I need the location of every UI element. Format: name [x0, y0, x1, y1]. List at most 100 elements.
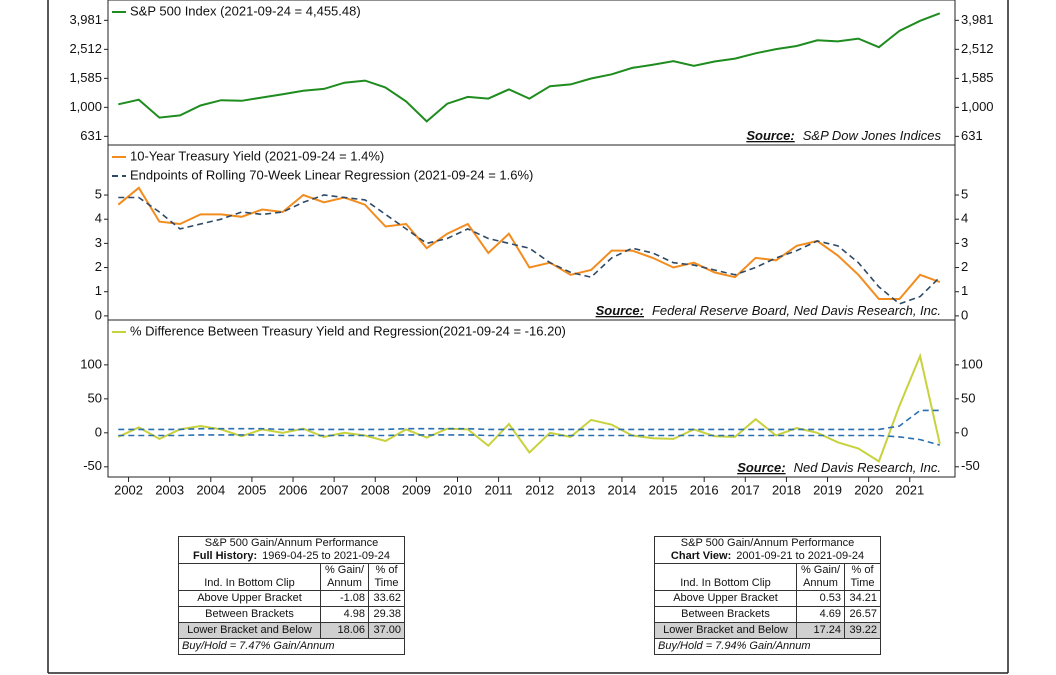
title-text: S&P 500 Gain/Annum Performance: [204, 537, 379, 549]
footer-row: Buy/Hold = 7.94% Gain/Annum: [654, 638, 881, 655]
y-tick-label: 2: [95, 259, 102, 274]
source-label: Source:: [737, 460, 785, 475]
data-row: Lower Bracket and Below 18.06 37.00: [178, 622, 405, 639]
x-tick-label: 2013: [566, 482, 595, 497]
panel-frame: [107, 319, 956, 478]
y2-tick-label: 50: [961, 390, 975, 405]
source-label: Source:: [746, 128, 794, 143]
y2-tick-label: 0: [961, 424, 968, 439]
header-cell: % Gain/Annum: [795, 563, 846, 591]
table-cell: Above Upper Bracket: [178, 590, 321, 607]
y2-tick-label: 1,585: [961, 70, 994, 85]
y2-tick-label: -50: [961, 458, 980, 473]
x-tick-label: 2011: [485, 482, 513, 497]
y2-tick-label: 3: [961, 235, 968, 250]
header-cell: % Gain/Annum: [319, 563, 370, 591]
table-footer: Buy/Hold = 7.94% Gain/Annum: [654, 638, 881, 655]
table-cell: 0.53: [795, 590, 846, 607]
y-tick-label: 2,512: [69, 41, 102, 56]
header-cell: % of Time: [844, 563, 881, 591]
x-tick-label: 2014: [607, 482, 636, 497]
header-text: % of: [375, 564, 398, 576]
data-row: Between Brackets 4.69 26.57: [654, 606, 881, 623]
data-row: Above Upper Bracket 0.53 34.21: [654, 590, 881, 607]
y-tick-label: 0: [95, 307, 102, 322]
x-tick-label: 2007: [320, 482, 349, 497]
source-text: S&P Dow Jones Indices: [803, 128, 942, 143]
y-tick-label: 3: [95, 235, 102, 250]
y2-tick-label: 1,000: [961, 99, 994, 114]
panel-frame: [107, 0, 956, 146]
table-cell: Between Brackets: [654, 606, 797, 623]
y-tick-label: 1: [95, 283, 102, 298]
x-tick-label: 2009: [402, 482, 431, 497]
header-text: % Gain/: [324, 564, 365, 576]
footer-row: Buy/Hold = 7.47% Gain/Annum: [178, 638, 405, 655]
header-cell: Ind. In Bottom Clip: [178, 563, 321, 591]
y2-tick-label: 5: [961, 186, 968, 201]
legend-label: Endpoints of Rolling 70-Week Linear Regr…: [130, 167, 533, 182]
source-label: Source:: [596, 303, 644, 318]
data-row: Lower Bracket and Below 17.24 39.22: [654, 622, 881, 639]
header-text: % of: [851, 564, 874, 576]
table-cell: 4.98: [319, 606, 370, 623]
title-row: S&P 500 Gain/Annum Performance Full Histo…: [178, 536, 405, 564]
x-tick-label: 2012: [525, 482, 554, 497]
performance-table: S&P 500 Gain/Annum Performance Chart View…: [654, 536, 881, 655]
source-note: Source: S&P Dow Jones Indices: [746, 128, 941, 143]
y-tick-label: 0: [95, 424, 102, 439]
data-line: [118, 194, 941, 305]
y2-tick-label: 631: [961, 128, 983, 143]
data-line: [118, 434, 941, 446]
y-tick-label: 631: [80, 128, 102, 143]
table-cell: 29.38: [368, 606, 405, 623]
table-cell: Lower Bracket and Below: [654, 622, 797, 639]
period-label: Chart View:: [670, 550, 732, 562]
table-cell: 18.06: [319, 622, 370, 639]
y-tick-label: 5: [95, 186, 102, 201]
period-label: Full History:: [193, 550, 258, 562]
header-text: Ind. In Bottom Clip: [680, 577, 771, 589]
x-tick-label: 2015: [649, 482, 678, 497]
x-tick-label: 2002: [114, 482, 143, 497]
header-row: Ind. In Bottom Clip% Gain/Annum% of Time: [654, 563, 881, 591]
table-title: S&P 500 Gain/Annum Performance Chart View…: [654, 536, 881, 564]
y2-tick-label: 100: [961, 356, 983, 371]
y-tick-label: 4: [95, 211, 102, 226]
performance-table: S&P 500 Gain/Annum Performance Full Histo…: [178, 536, 405, 655]
header-text: Ind. In Bottom Clip: [204, 577, 295, 589]
x-tick-label: 2003: [155, 482, 184, 497]
table-cell: 39.22: [844, 622, 881, 639]
table-cell: Lower Bracket and Below: [178, 622, 321, 639]
header-row: Ind. In Bottom Clip % Gain/Annum % of Time: [178, 563, 405, 591]
period-line: Chart View: 2001-09-21 to 2021-09-24: [658, 550, 877, 563]
table-cell: 4.69: [795, 606, 846, 623]
period-line: Full History: 1969-04-25 to 2021-09-24: [182, 550, 401, 563]
y-tick-label: 1,000: [69, 99, 102, 114]
header-text: Time: [850, 577, 875, 589]
header-text: Annum: [327, 577, 362, 589]
y-tick-label: 1,585: [69, 70, 102, 85]
y2-tick-label: 1: [961, 283, 968, 298]
table-title: S&P 500 Gain/Annum Performance Full Histo…: [178, 536, 405, 564]
x-tick-label: 2017: [731, 482, 760, 497]
y-tick-label: 100: [80, 356, 102, 371]
data-row: Above Upper Bracket -1.08 33.62: [178, 590, 405, 607]
table-cell: 26.57: [844, 606, 881, 623]
table-cell: Between Brackets: [178, 606, 321, 623]
header-text: Time: [374, 577, 399, 589]
period-text: 1969-04-25 to 2021-09-24: [262, 550, 390, 562]
table-cell: Above Upper Bracket: [654, 590, 797, 607]
y2-tick-label: 2: [961, 259, 968, 274]
data-line: [117, 186, 941, 300]
y-tick-label: 50: [88, 390, 102, 405]
data-line: [118, 409, 940, 431]
x-tick-label: 2006: [279, 482, 308, 497]
x-tick-label: 2004: [196, 482, 225, 497]
header-cell: Ind. In Bottom Clip: [654, 563, 797, 591]
x-tick-label: 2016: [690, 482, 719, 497]
header-text: % Gain/: [800, 564, 841, 576]
legend-label: 10-Year Treasury Yield (2021-09-24 = 1.4…: [130, 148, 384, 163]
table-cell: 17.24: [795, 622, 846, 639]
